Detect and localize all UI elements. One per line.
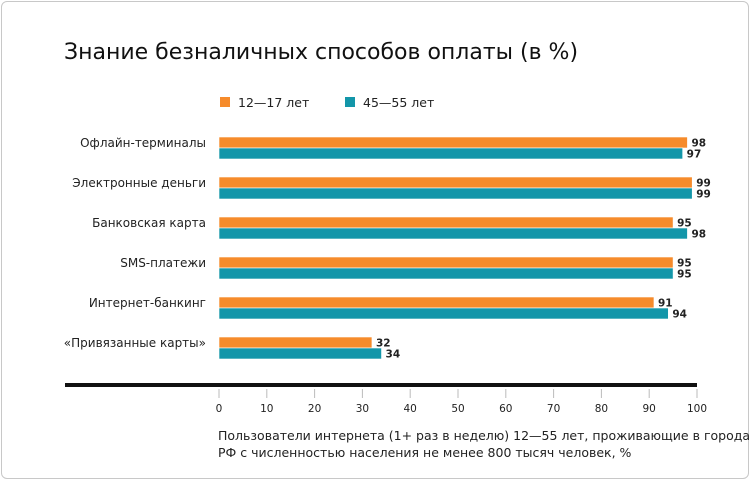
data-label: 94 [672,309,687,321]
bar [218,267,674,280]
legend-swatch [220,97,230,107]
tick-label: 10 [260,403,273,415]
bar [218,296,655,309]
bar [218,307,669,320]
tick-label: 80 [595,403,608,415]
bar [218,256,674,269]
bar [218,147,683,160]
note-line-2: РФ с численностью населения не менее 800… [218,445,632,460]
chart-title: Знание безналичных способов оплаты (в %) [64,40,578,65]
data-label: 98 [691,229,706,241]
tick-label: 60 [499,403,512,415]
legend: 12—17 лет 45—55 лет [220,95,434,110]
category-label: Интернет-банкинг [89,296,206,310]
bar [218,136,688,149]
data-label: 97 [687,149,702,161]
legend-label: 12—17 лет [238,95,309,110]
bar [218,347,382,360]
tick-label: 30 [356,403,369,415]
bar [218,336,373,349]
axis-baseline [65,383,697,387]
tick-label: 90 [643,403,656,415]
category-label: SMS-платежи [120,256,206,270]
legend-swatch [345,97,355,107]
data-label: 34 [386,349,401,361]
data-label: 91 [658,298,673,310]
data-label: 95 [677,269,692,281]
tick-label: 70 [547,403,560,415]
bar [218,216,674,229]
tick-label: 100 [687,403,707,415]
data-label: 99 [696,178,711,190]
category-label: «Привязанные карты» [64,336,206,350]
legend-label: 45—55 лет [363,95,434,110]
bar [218,227,688,240]
tick-label: 40 [404,403,417,415]
data-label: 95 [677,258,692,270]
bar [218,187,693,200]
tick-label: 20 [308,403,321,415]
tick-label: 0 [216,403,223,415]
category-label: Офлайн-терминалы [80,136,206,150]
data-label: 99 [696,189,711,201]
data-label: 95 [677,218,692,230]
x-axis: 0 10 20 30 40 50 60 70 80 90 100 [216,389,707,415]
category-label: Электронные деньги [72,176,206,190]
bar [218,176,693,189]
note-line-1: Пользователи интернета (1+ раз в неделю)… [218,428,750,443]
data-label: 32 [376,338,391,350]
category-label: Банковская карта [92,216,206,230]
data-label: 98 [691,138,706,150]
tick-label: 50 [451,403,464,415]
